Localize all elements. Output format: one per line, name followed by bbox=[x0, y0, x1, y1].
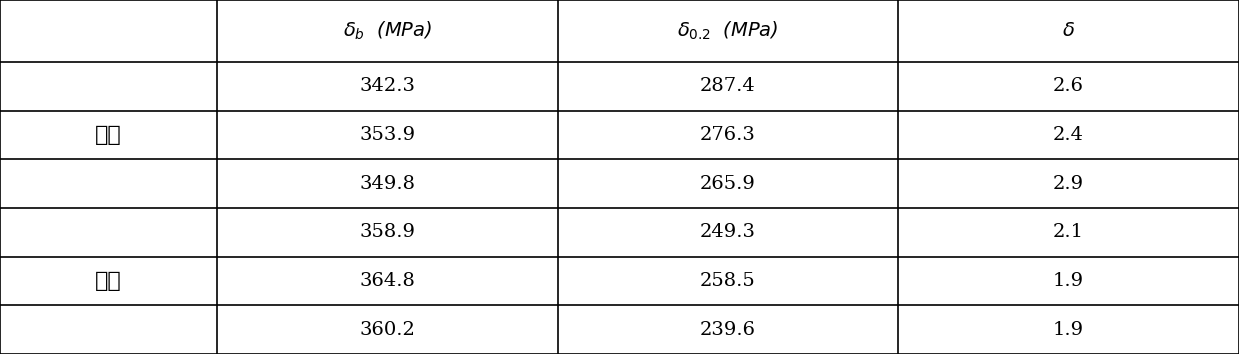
Text: 249.3: 249.3 bbox=[700, 223, 756, 241]
Text: 287.4: 287.4 bbox=[700, 77, 756, 95]
Text: $\delta$: $\delta$ bbox=[1062, 22, 1075, 40]
Text: 2.1: 2.1 bbox=[1053, 223, 1084, 241]
Text: 2.6: 2.6 bbox=[1053, 77, 1084, 95]
Text: 265.9: 265.9 bbox=[700, 175, 756, 193]
Text: 2.9: 2.9 bbox=[1053, 175, 1084, 193]
Text: $\delta_b$  (MPa): $\delta_b$ (MPa) bbox=[342, 20, 432, 42]
Text: 364.8: 364.8 bbox=[359, 272, 415, 290]
Text: 342.3: 342.3 bbox=[359, 77, 415, 95]
Text: 358.9: 358.9 bbox=[359, 223, 415, 241]
Text: 353.9: 353.9 bbox=[359, 126, 415, 144]
Text: $\delta_{0.2}$  (MPa): $\delta_{0.2}$ (MPa) bbox=[678, 20, 778, 42]
Text: 349.8: 349.8 bbox=[359, 175, 415, 193]
Text: 1.9: 1.9 bbox=[1053, 272, 1084, 290]
Text: 横向: 横向 bbox=[95, 125, 121, 145]
Text: 1.9: 1.9 bbox=[1053, 321, 1084, 339]
Text: 2.4: 2.4 bbox=[1053, 126, 1084, 144]
Text: 239.6: 239.6 bbox=[700, 321, 756, 339]
Text: 360.2: 360.2 bbox=[359, 321, 415, 339]
Text: 258.5: 258.5 bbox=[700, 272, 756, 290]
Text: 276.3: 276.3 bbox=[700, 126, 756, 144]
Text: 纵向: 纵向 bbox=[95, 271, 121, 291]
